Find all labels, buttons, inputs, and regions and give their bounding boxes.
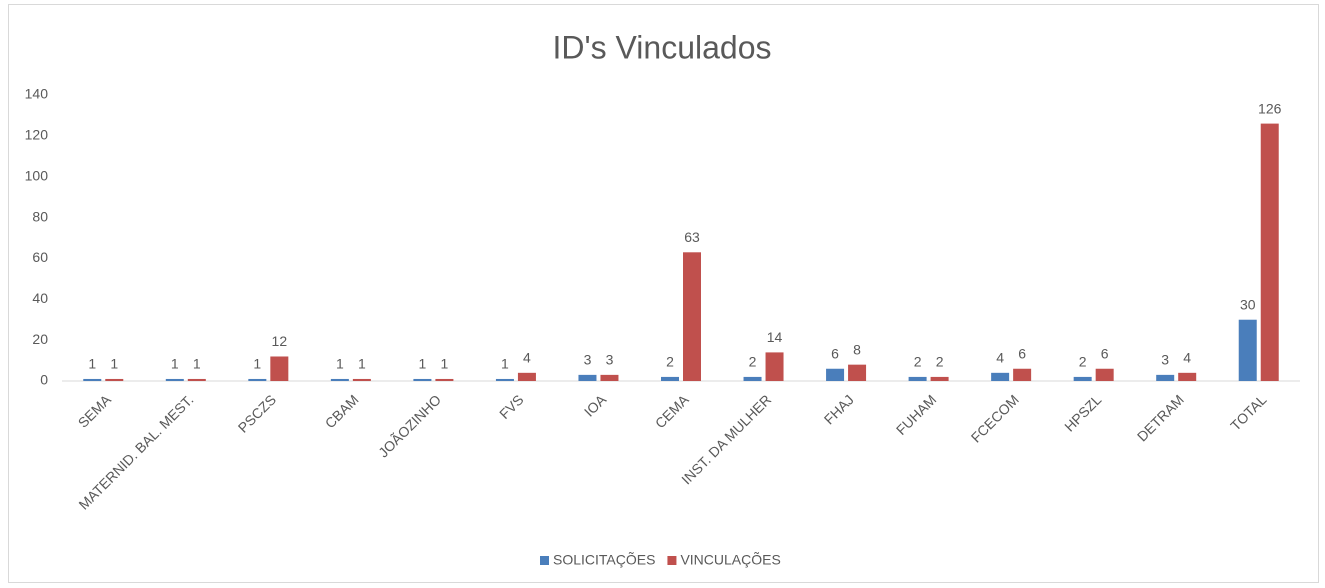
data-label: 2 [666,354,674,370]
bar [165,378,184,381]
legend-label: VINCULAÇÕES [680,552,780,568]
data-label: 2 [914,354,922,370]
data-label: 63 [684,229,700,245]
data-label: 1 [336,356,344,372]
bar [1095,368,1114,381]
data-label: 6 [1018,345,1026,361]
data-label: 1 [501,356,509,372]
data-label: 2 [1079,354,1087,370]
legend-swatch [540,556,549,565]
data-label: 1 [253,356,261,372]
bar [600,374,619,381]
chart-title: ID's Vinculados [553,29,772,65]
y-tick-label: 0 [40,372,48,388]
bar [270,356,289,381]
legend-label: SOLICITAÇÕES [553,552,655,568]
bar [352,378,371,381]
bar [105,378,124,381]
bar [930,376,949,381]
data-label: 1 [419,356,427,372]
data-label: 6 [1101,345,1109,361]
data-label: 14 [767,329,783,345]
bar [765,352,784,381]
data-label: 1 [88,356,96,372]
y-tick-label: 100 [25,167,49,183]
bar [83,378,102,381]
bar [1073,376,1092,381]
data-label: 8 [853,341,861,357]
bar [248,378,267,381]
data-label: 30 [1240,296,1256,312]
data-label: 1 [441,356,449,372]
data-label: 2 [936,354,944,370]
bar [578,374,597,381]
bar [661,376,679,381]
data-label: 12 [272,333,288,349]
bar [1013,368,1032,381]
bar [908,376,927,381]
bar [1260,123,1279,381]
data-label: 2 [749,354,757,370]
bar [187,378,206,381]
data-label: 3 [584,352,592,368]
data-label: 3 [1161,352,1169,368]
bar [1238,319,1257,381]
data-label: 1 [358,356,366,372]
bar [743,376,762,381]
y-tick-label: 20 [32,331,48,347]
bar [330,378,349,381]
bar [435,378,454,381]
data-label: 126 [1258,100,1282,116]
data-label: 6 [831,345,839,361]
y-tick-label: 80 [32,208,48,224]
bar [517,372,536,381]
y-tick-label: 140 [25,86,49,102]
y-tick-label: 60 [32,249,48,265]
bar [826,368,845,381]
legend-swatch [667,556,677,565]
data-label: 4 [523,350,531,366]
data-label: 1 [110,356,118,372]
data-label: 1 [171,356,179,372]
y-tick-label: 40 [32,290,48,306]
bar [1156,374,1175,381]
bar [1178,372,1197,381]
bar [413,378,432,381]
data-label: 4 [996,350,1004,366]
data-label: 1 [193,356,201,372]
y-tick-label: 120 [25,127,49,143]
data-label: 4 [1183,350,1191,366]
bar [495,378,514,381]
data-label: 3 [606,352,614,368]
bar [683,252,701,381]
bar [991,372,1010,381]
chart-border [8,4,1319,583]
bar [848,364,867,381]
